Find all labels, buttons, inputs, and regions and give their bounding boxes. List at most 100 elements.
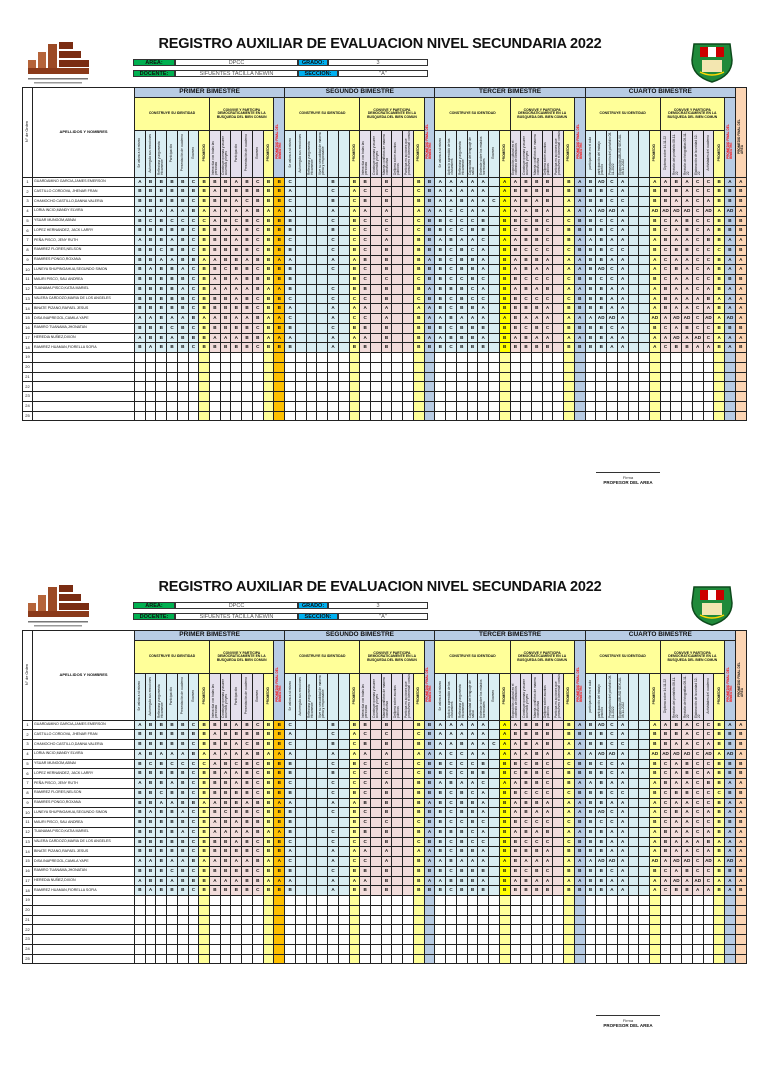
criterion-header: Capacidad del lenguaje de salud <box>466 130 479 178</box>
grade-cell: A <box>734 205 747 217</box>
grade-cell: C <box>509 225 522 237</box>
grade-cell <box>305 904 318 916</box>
grade-cell: C <box>713 244 725 256</box>
grade-cell <box>488 856 500 867</box>
grade-cell: B <box>584 826 597 838</box>
header-row-criteria: Se valora a sí mismo Autorregula sus emoc… <box>23 673 747 721</box>
criterion-header <box>638 673 650 721</box>
grade-cell: B <box>455 826 468 838</box>
grade-cell: A <box>616 254 629 266</box>
grade-cell <box>166 914 178 926</box>
grade-cell <box>691 410 704 422</box>
grade-cell <box>412 361 425 373</box>
grade-cell: B <box>209 768 221 780</box>
grade-cell <box>412 934 425 945</box>
promedio-header: PROMEDIO <box>498 130 511 178</box>
grade-cell <box>584 895 597 906</box>
grade-cell: C <box>251 244 264 256</box>
grade-cell: B <box>209 836 221 848</box>
grade-cell: A <box>724 719 736 731</box>
grade-cell <box>412 400 425 412</box>
grade-cell: C <box>251 787 264 799</box>
grade-cell <box>702 904 715 916</box>
grade-cell: A <box>230 826 243 838</box>
grade-cell: B <box>209 322 221 334</box>
grade-cell: B <box>380 797 393 809</box>
grade-cell: A <box>509 235 522 246</box>
grade-cell: B <box>573 303 586 315</box>
grade-cell <box>370 943 382 955</box>
grade-cell: B <box>530 729 543 741</box>
grade-cell: B <box>284 342 296 354</box>
grade-cell: B <box>713 215 725 227</box>
grade-cell: B <box>498 885 511 897</box>
grade-cell <box>659 391 672 402</box>
grade-cell: B <box>445 778 457 789</box>
grade-cell <box>552 748 565 760</box>
student-row: 15 DISA INAPREGOL,CAMILA YAPE A A B A A B A A B A A B… <box>22 313 747 324</box>
grade-cell: AD <box>670 748 683 760</box>
grade-cell: C <box>606 787 618 799</box>
grade-cell: A <box>670 293 683 305</box>
grade-cell: B <box>273 729 286 741</box>
grade-cell: B <box>466 875 479 887</box>
grade-cell <box>391 787 404 799</box>
grade-cell: B <box>670 885 683 897</box>
grade-cell <box>262 904 275 916</box>
grade-cell: B <box>219 739 232 750</box>
grade-cell <box>305 729 318 741</box>
grade-cell <box>627 381 640 393</box>
grade-cell <box>359 934 372 945</box>
grade-cell <box>337 400 350 412</box>
grade-cell: A <box>219 826 232 838</box>
grade-cell <box>488 719 500 731</box>
student-row: 14 BINATE PIZANO,RAFAEL JESUS B B B B B C B B B B B C… <box>22 846 747 858</box>
criterion-label: Examen <box>255 147 260 159</box>
grade-cell <box>509 381 522 393</box>
grade-cell: B <box>509 186 522 198</box>
grade-cell: A <box>327 875 339 887</box>
grade-cell <box>327 361 339 373</box>
grade-cell <box>305 719 318 731</box>
grade-cell <box>477 924 490 936</box>
grade-cell <box>305 254 318 266</box>
grade-cell: C <box>251 303 264 315</box>
grade-cell: A <box>616 768 629 780</box>
grade-cell <box>327 391 339 402</box>
grade-cell: B <box>166 807 178 819</box>
grade-cell: B <box>670 264 683 276</box>
grade-cell <box>284 361 296 373</box>
grade-cell: B <box>187 748 200 760</box>
grade-cell: A <box>176 856 189 867</box>
grade-cell: C <box>327 283 339 295</box>
grade-cell <box>134 934 146 945</box>
grade-cell <box>370 924 382 936</box>
grade-cell: A <box>681 797 693 809</box>
grade-cell: B <box>284 826 296 838</box>
grade-cell: B <box>595 778 608 789</box>
grade-cell: A <box>412 748 425 760</box>
grade-cell <box>284 352 296 363</box>
grade-cell: B <box>198 729 211 741</box>
grade-cell: A <box>412 846 425 858</box>
grade-cell: B <box>380 322 393 334</box>
grade-cell: C <box>606 186 618 198</box>
grade-cell <box>498 410 511 422</box>
grade-cell <box>488 186 500 198</box>
grade-cell: A <box>134 313 146 324</box>
grade-cell: B <box>659 293 672 305</box>
grade-cell: A <box>541 254 554 266</box>
grade-cell: B <box>155 836 168 848</box>
grade-cell: B <box>412 739 425 750</box>
grade-cell <box>702 352 715 363</box>
grade-cell <box>552 235 565 246</box>
grade-cell: A <box>724 875 736 887</box>
grade-cell: C <box>530 293 543 305</box>
grade-cell: A <box>434 856 447 867</box>
grade-cell <box>498 391 511 402</box>
grade-cell <box>294 332 307 344</box>
row-number: 24 <box>22 400 33 412</box>
grade-cell: C <box>477 836 490 848</box>
grade-cell: B <box>273 244 286 256</box>
grade-cell <box>552 391 565 402</box>
